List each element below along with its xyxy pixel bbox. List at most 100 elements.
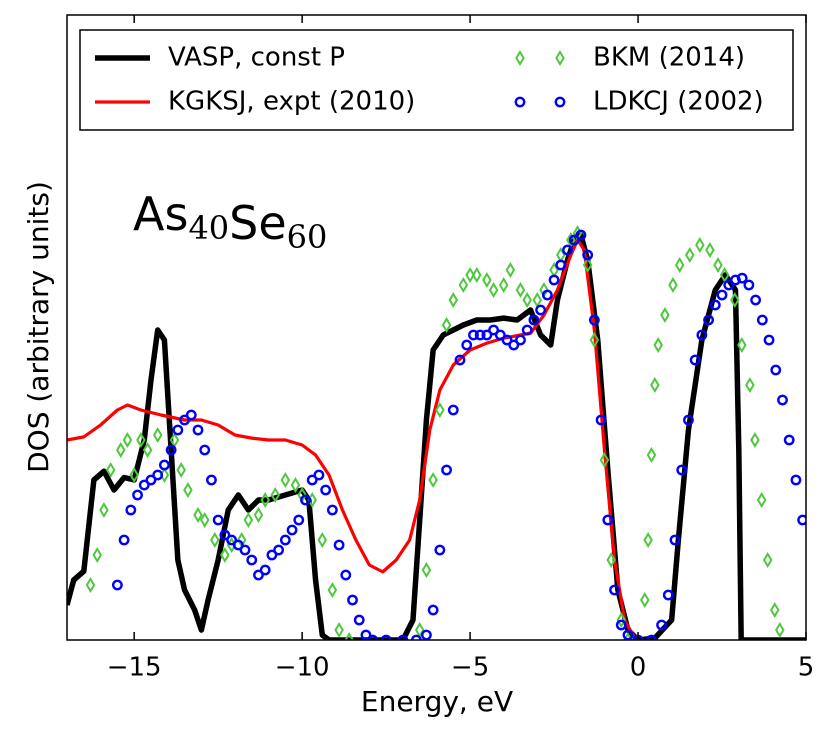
diamond-marker xyxy=(99,502,109,518)
circle-marker xyxy=(306,474,318,486)
circle-marker xyxy=(179,414,190,426)
diamond-marker xyxy=(270,487,281,503)
circle-marker xyxy=(615,619,627,631)
circle-marker xyxy=(421,629,432,640)
circle-marker xyxy=(676,464,688,476)
diamond-marker xyxy=(193,507,203,523)
legend-label: KGKSJ, expt (2010) xyxy=(168,87,415,117)
circle-marker xyxy=(192,424,204,436)
annotation-text: As xyxy=(133,187,188,241)
circle-marker xyxy=(689,354,701,366)
diamond-marker xyxy=(122,432,133,448)
circle-marker xyxy=(481,329,493,341)
circle-marker xyxy=(199,444,211,456)
circle-marker xyxy=(232,539,244,551)
diamond-marker xyxy=(653,337,663,353)
diamond-marker xyxy=(421,562,432,578)
circle-marker xyxy=(696,329,708,341)
circle-marker xyxy=(723,279,735,291)
circle-marker xyxy=(750,294,762,306)
circle-marker xyxy=(703,314,714,326)
circle-marker xyxy=(555,259,567,271)
x-tick-label: −15 xyxy=(107,653,162,683)
axes-frame xyxy=(66,14,807,641)
diamond-marker xyxy=(290,477,301,493)
diamond-marker xyxy=(448,292,459,308)
diamond-marker xyxy=(210,532,220,548)
diamond-marker xyxy=(482,272,492,288)
circle-marker xyxy=(656,619,667,631)
circle-marker xyxy=(716,289,728,301)
diamond-marker xyxy=(498,277,509,293)
circle-marker xyxy=(777,394,788,406)
x-tick-label: −5 xyxy=(451,653,489,683)
diamond-marker xyxy=(775,622,785,638)
diamond-marker xyxy=(668,277,678,293)
diamond-marker xyxy=(505,262,516,278)
circle-marker xyxy=(528,314,540,326)
diamond-marker xyxy=(327,582,338,598)
circle-marker xyxy=(441,464,452,476)
legend-handle xyxy=(514,96,526,108)
diamond-marker xyxy=(435,402,445,418)
circle-marker xyxy=(582,249,594,261)
diamond-marker xyxy=(737,337,747,353)
circle-marker xyxy=(669,534,681,546)
circle-marker xyxy=(770,364,782,376)
circle-marker xyxy=(266,549,278,561)
diamond-marker xyxy=(183,482,193,498)
diamond-marker xyxy=(136,432,146,448)
diamond-marker xyxy=(129,467,139,483)
diamond-marker xyxy=(115,442,126,458)
diamond-marker xyxy=(646,447,657,463)
circle-marker xyxy=(474,329,486,341)
circle-marker xyxy=(756,314,768,326)
circle-marker xyxy=(206,474,217,486)
legend: VASP, const P KGKSJ, expt (2010) BKM (2014… xyxy=(79,29,794,131)
circle-marker xyxy=(172,424,184,436)
circle-marker xyxy=(515,334,526,346)
circle-marker xyxy=(212,514,224,526)
circle-marker xyxy=(333,539,345,551)
x-tick-label: −10 xyxy=(275,653,330,683)
diamond-marker xyxy=(639,592,650,608)
x-axis-label: Energy, eV xyxy=(361,685,513,718)
circle-marker xyxy=(132,489,143,501)
circle-marker xyxy=(185,409,197,421)
circle-marker xyxy=(447,404,459,416)
circle-marker xyxy=(165,444,177,456)
circle-marker xyxy=(521,324,533,336)
diamond-marker xyxy=(465,267,475,283)
diamond-marker xyxy=(176,462,186,478)
diamond-marker xyxy=(713,257,723,273)
circle-marker xyxy=(293,514,305,526)
circle-marker xyxy=(743,279,755,291)
diamond-marker xyxy=(152,427,163,443)
circle-marker xyxy=(494,329,506,341)
circle-marker xyxy=(461,339,473,351)
circle-marker xyxy=(709,299,721,311)
circle-marker xyxy=(326,504,338,516)
circle-marker xyxy=(736,272,748,284)
circle-marker xyxy=(541,289,553,301)
circle-marker xyxy=(340,569,352,581)
circle-marker xyxy=(253,569,264,581)
legend-label: VASP, const P xyxy=(168,43,345,73)
circle-marker xyxy=(246,554,258,566)
diamond-marker xyxy=(199,512,210,528)
circle-marker xyxy=(125,504,137,516)
circle-marker xyxy=(595,414,607,426)
circle-marker xyxy=(360,629,372,640)
circle-marker xyxy=(588,314,600,326)
annotation-text: Se xyxy=(229,196,287,250)
diamond-marker xyxy=(660,307,670,323)
circle-marker xyxy=(152,469,164,481)
circle-marker xyxy=(273,544,285,556)
circle-marker xyxy=(575,229,587,241)
diamond-marker xyxy=(515,282,526,298)
circle-marker xyxy=(347,594,358,606)
circle-marker xyxy=(111,579,123,591)
circle-marker xyxy=(145,474,157,486)
annotation: As40Se60 xyxy=(133,187,327,256)
